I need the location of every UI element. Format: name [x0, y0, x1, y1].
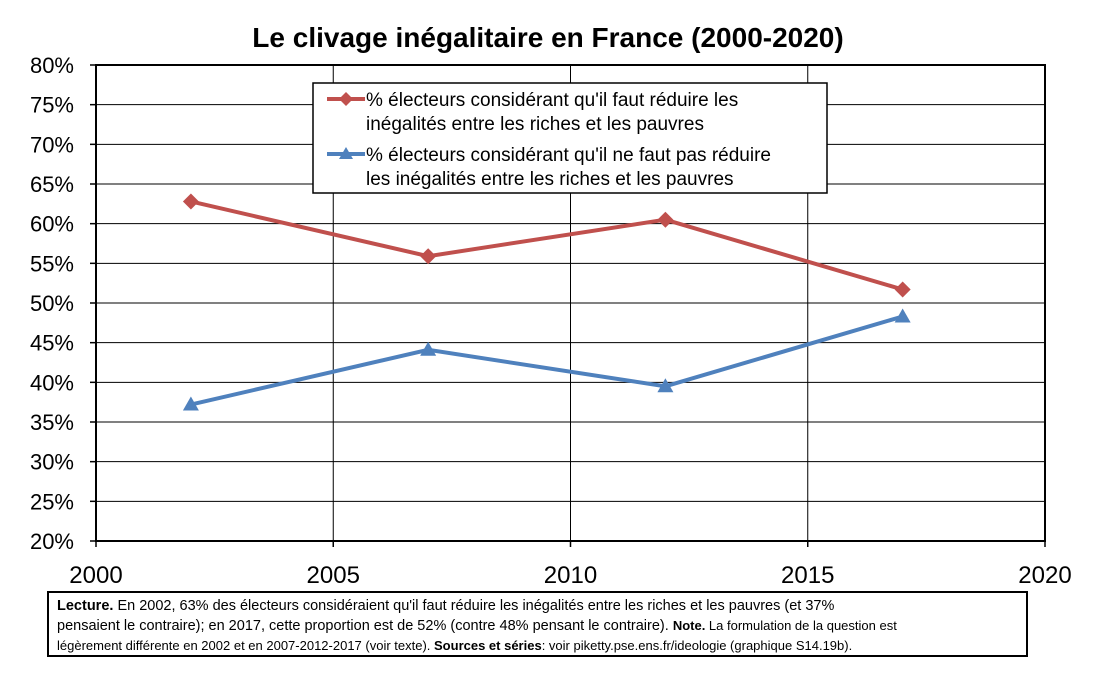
sources-label: Sources et séries — [434, 638, 542, 653]
y-tick-label: 25% — [30, 489, 74, 514]
plot-area-frame — [95, 64, 1046, 542]
sources-text: : voir piketty.pse.ens.fr/ideologie (gra… — [541, 638, 853, 653]
legend-marker-triangle — [339, 147, 353, 159]
legend-marker-diamond — [339, 92, 353, 106]
x-tick-label: 2010 — [544, 562, 597, 589]
y-tick-label: 30% — [30, 450, 74, 475]
y-tick-label: 20% — [30, 529, 74, 554]
x-tick-label: 2005 — [307, 562, 360, 589]
reading-note-box: Lecture. En 2002, 63% des électeurs cons… — [47, 591, 1028, 657]
series-line-1 — [190, 199, 904, 292]
x-tick-label: 2015 — [781, 562, 834, 589]
x-tick-label: 2020 — [1018, 562, 1071, 589]
data-point-triangle — [420, 341, 437, 356]
data-point-triangle — [894, 308, 911, 323]
line-chart: 20% 25% 30% 35% 40% 45% 50% 55% 60% 65% 70% 75% 80% 2… — [30, 53, 1072, 589]
y-tick-label: 80% — [30, 53, 74, 78]
legend-label: les inégalités entre les riches et les p… — [366, 169, 734, 190]
y-tick-label: 45% — [30, 331, 74, 356]
legend-label: inégalités entre les riches et les pauvr… — [366, 114, 704, 135]
data-point-diamond — [182, 193, 199, 210]
y-tick-label: 65% — [30, 172, 74, 197]
legend-box — [312, 82, 828, 194]
y-tick-label: 50% — [30, 291, 74, 316]
lecture-text-line2: pensaient le contraire); en 2017, cette … — [57, 618, 673, 634]
note-text-line3: légèrement différente en 2002 et en 2007… — [57, 638, 435, 653]
series-line-2 — [190, 314, 904, 407]
note-text: La formulation de la question est — [705, 618, 897, 633]
data-point-diamond — [657, 211, 674, 228]
chart-title: Le clivage inégalitaire en France (2000-… — [252, 22, 844, 53]
y-tick-label: 55% — [30, 251, 74, 276]
x-tick-label: 2000 — [69, 562, 122, 589]
lecture-text: En 2002, 63% des électeurs considéraient… — [113, 598, 835, 614]
y-tick-label: 60% — [30, 212, 74, 237]
legend-label: % électeurs considérant qu'il ne faut pa… — [366, 145, 771, 166]
y-tick-label: 35% — [30, 410, 74, 435]
y-tick-label: 40% — [30, 370, 74, 395]
data-point-triangle — [182, 396, 199, 411]
y-tick-label: 75% — [30, 93, 74, 118]
legend-label: % électeurs considérant qu'il faut rédui… — [366, 90, 738, 111]
data-point-diamond — [420, 248, 437, 265]
data-point-triangle — [657, 378, 674, 393]
note-label: Note. — [672, 618, 706, 633]
data-point-diamond — [894, 281, 911, 298]
y-tick-label: 70% — [30, 132, 74, 157]
lecture-label: Lecture. — [57, 598, 114, 614]
